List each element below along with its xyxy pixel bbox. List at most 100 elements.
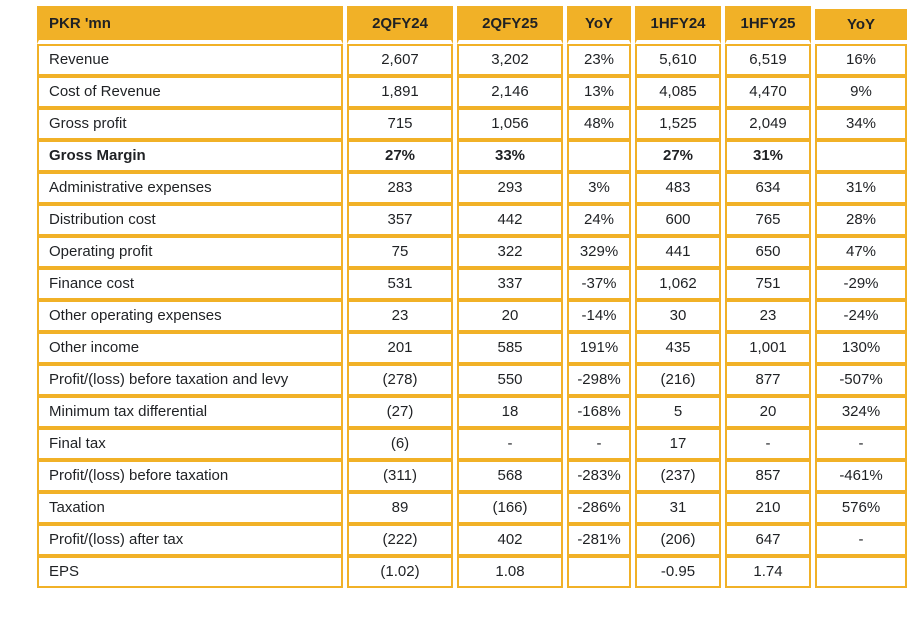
cell-value: 130% [815,332,907,364]
cell-value: -14% [567,300,631,332]
cell-value: 600 [635,204,721,236]
table-body: Revenue 2,607 3,202 23% 5,610 6,519 16% Cost of… [37,44,907,588]
cell-value: 5,610 [635,44,721,76]
col-header-pkr-mn: PKR 'mn [37,6,343,44]
cell-value: 531 [347,268,453,300]
cell-value: 1,056 [457,108,563,140]
cell-value: (6) [347,428,453,460]
row-label: Profit/(loss) before taxation [37,460,343,492]
cell-value: 31% [725,140,811,172]
cell-value: 2,049 [725,108,811,140]
cell-value: - [457,428,563,460]
row-label: EPS [37,556,343,588]
cell-value: (166) [457,492,563,524]
cell-value: - [815,428,907,460]
cell-value: 210 [725,492,811,524]
cell-value: 441 [635,236,721,268]
row-label: Profit/(loss) before taxation and levy [37,364,343,396]
cell-value: 47% [815,236,907,268]
cell-value: 442 [457,204,563,236]
table-row: Profit/(loss) before taxation (311) 568 -28… [37,460,907,492]
row-label: Administrative expenses [37,172,343,204]
table-row: Revenue 2,607 3,202 23% 5,610 6,519 16% [37,44,907,76]
cell-value: 16% [815,44,907,76]
cell-value: 585 [457,332,563,364]
col-header-2qfy24: 2QFY24 [347,6,453,44]
col-header-1hfy24: 1HFY24 [635,6,721,44]
cell-value: 576% [815,492,907,524]
cell-value: (1.02) [347,556,453,588]
cell-value: 201 [347,332,453,364]
cell-value: 877 [725,364,811,396]
cell-value: 751 [725,268,811,300]
cell-value: 31 [635,492,721,524]
row-label: Finance cost [37,268,343,300]
cell-value: 24% [567,204,631,236]
table-row: Profit/(loss) before taxation and levy (2… [37,364,907,396]
cell-value: 23 [725,300,811,332]
cell-value: 33% [457,140,563,172]
cell-value: -24% [815,300,907,332]
cell-value: 9% [815,76,907,108]
cell-value: 550 [457,364,563,396]
row-label: Final tax [37,428,343,460]
row-label: Other income [37,332,343,364]
cell-value: 27% [347,140,453,172]
table-row: Gross Margin 27% 33% 27% 31% [37,140,907,172]
cell-value: 28% [815,204,907,236]
cell-value: 283 [347,172,453,204]
cell-value: 18 [457,396,563,428]
cell-value: - [725,428,811,460]
cell-value: 1,062 [635,268,721,300]
cell-value: 17 [635,428,721,460]
cell-value: 634 [725,172,811,204]
cell-value [567,556,631,588]
row-label: Other operating expenses [37,300,343,332]
cell-value: 1.08 [457,556,563,588]
cell-value: 568 [457,460,563,492]
cell-value: 1,001 [725,332,811,364]
cell-value: (237) [635,460,721,492]
table-header: PKR 'mn 2QFY24 2QFY25 YoY 1HFY24 1HFY25 … [37,6,907,44]
cell-value: 715 [347,108,453,140]
row-label: Taxation [37,492,343,524]
cell-value: -0.95 [635,556,721,588]
cell-value: 48% [567,108,631,140]
cell-value: 23% [567,44,631,76]
cell-value: -283% [567,460,631,492]
cell-value: (206) [635,524,721,556]
cell-value [567,140,631,172]
cell-value: (222) [347,524,453,556]
cell-value: 75 [347,236,453,268]
cell-value: 1,891 [347,76,453,108]
cell-value: 3% [567,172,631,204]
cell-value: 20 [725,396,811,428]
cell-value: 13% [567,76,631,108]
table-row: EPS (1.02) 1.08 -0.95 1.74 [37,556,907,588]
cell-value: 20 [457,300,563,332]
col-header-2qfy25: 2QFY25 [457,6,563,44]
cell-value: 322 [457,236,563,268]
col-header-yoy-half-year-label: YoY [815,9,907,40]
cell-value: (27) [347,396,453,428]
col-header-1hfy25: 1HFY25 [725,6,811,44]
cell-value: (311) [347,460,453,492]
row-label: Operating profit [37,236,343,268]
cell-value: 191% [567,332,631,364]
cell-value: - [815,524,907,556]
cell-value: 357 [347,204,453,236]
row-label: Revenue [37,44,343,76]
cell-value: 1,525 [635,108,721,140]
cell-value: 647 [725,524,811,556]
table-row: Distribution cost 357 442 24% 600 765 28% [37,204,907,236]
cell-value: 337 [457,268,563,300]
cell-value: 4,470 [725,76,811,108]
table-row: Final tax (6) - -17- - [37,428,907,460]
cell-value: 402 [457,524,563,556]
cell-value: (278) [347,364,453,396]
table-row: Cost of Revenue 1,891 2,146 13% 4,085 4,470 9% [37,76,907,108]
cell-value: 89 [347,492,453,524]
cell-value: 34% [815,108,907,140]
cell-value: 2,146 [457,76,563,108]
row-label: Cost of Revenue [37,76,343,108]
